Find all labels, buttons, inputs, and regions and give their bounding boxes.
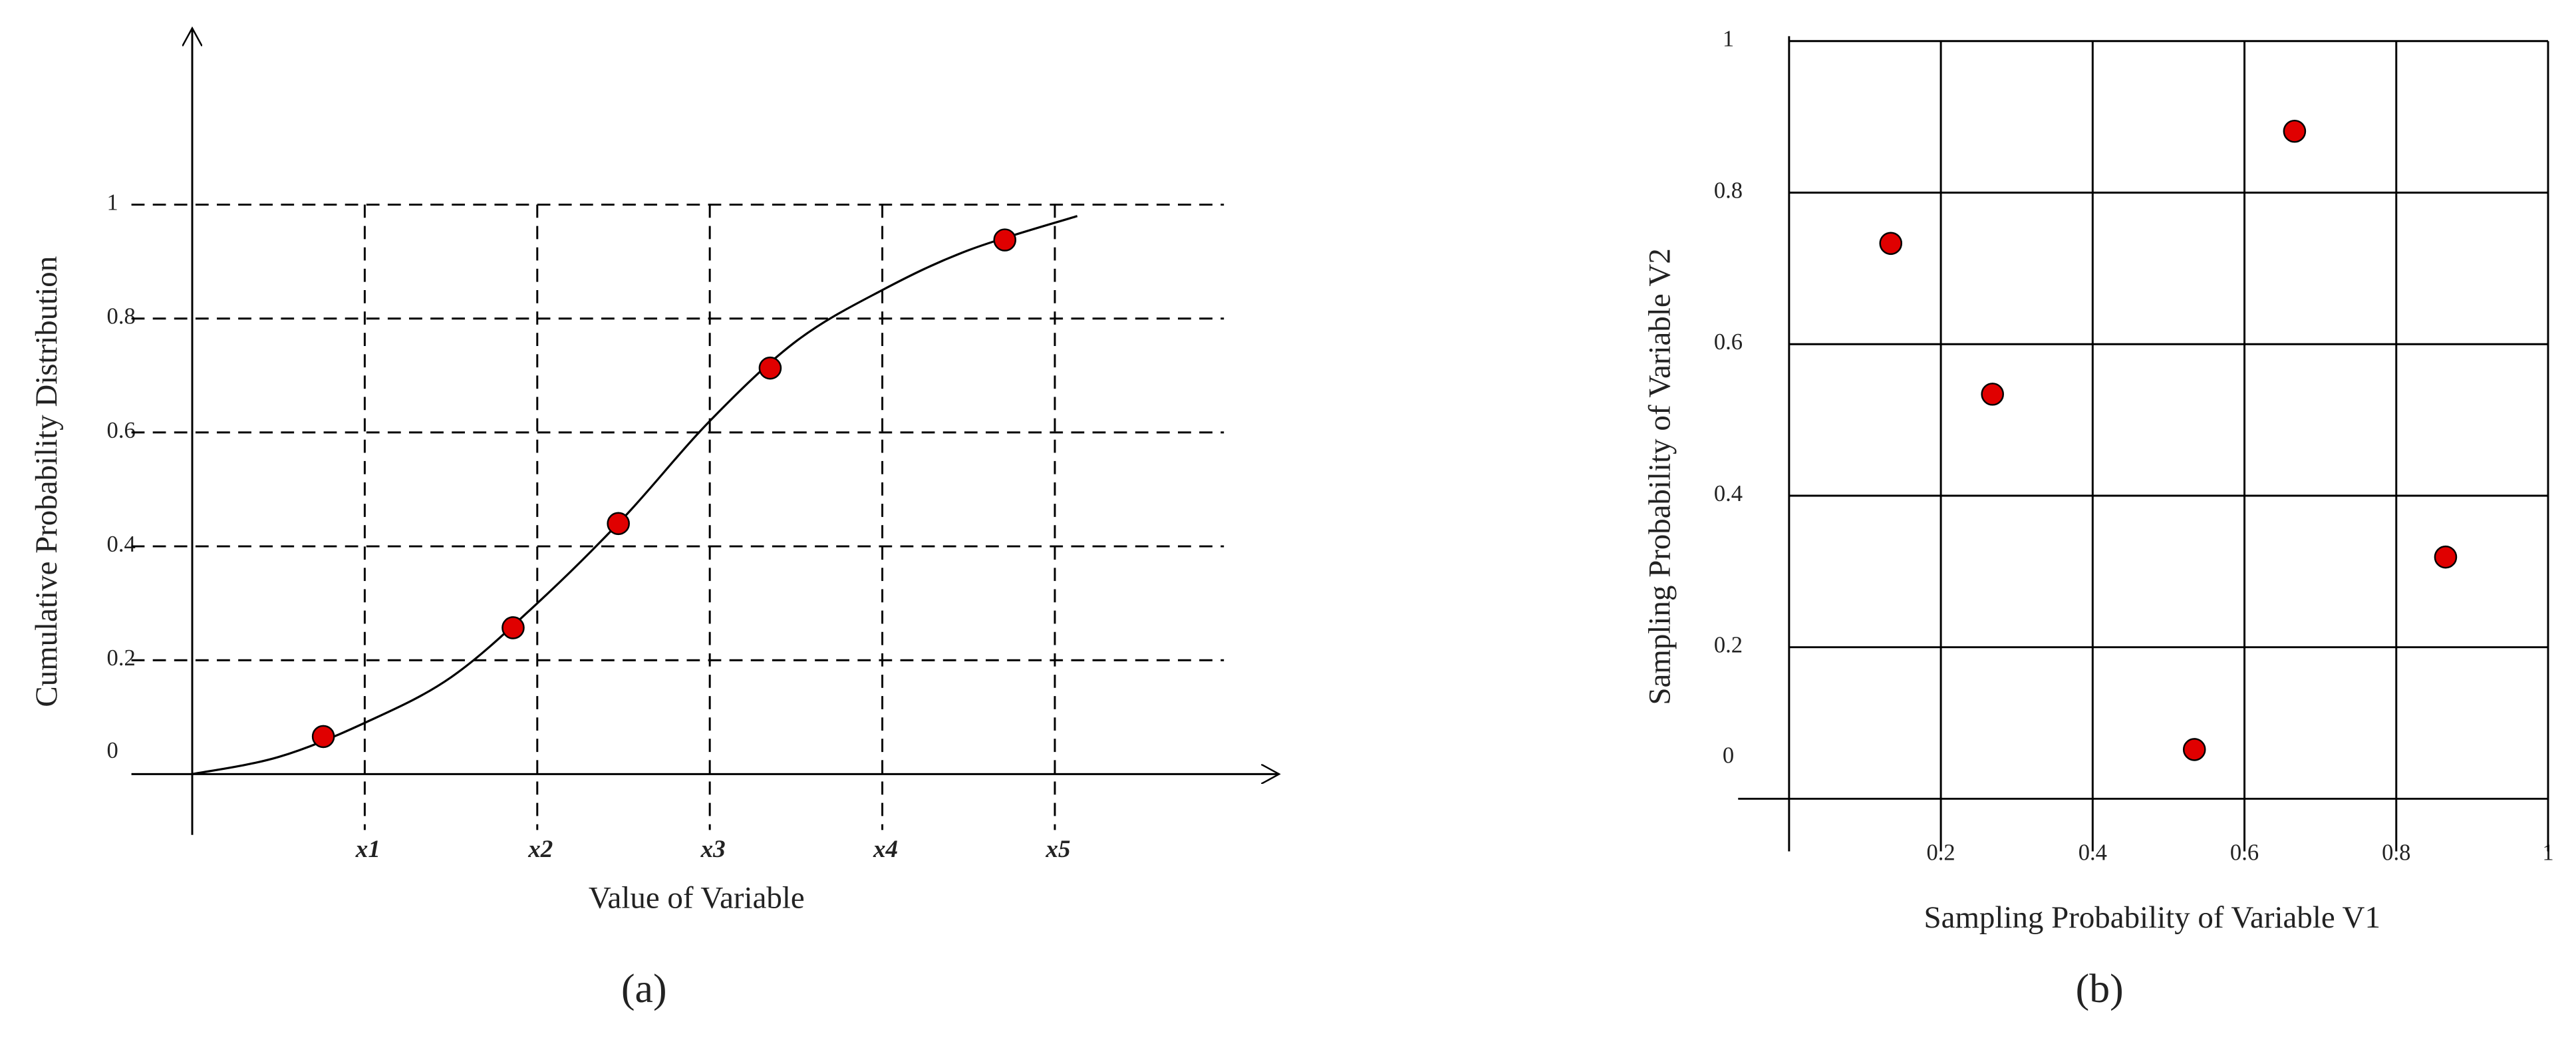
data-point	[607, 512, 630, 536]
x-axis-label: Value of Variable	[589, 880, 805, 915]
y-tick-label: 0.6	[107, 418, 136, 443]
y-axis-label: Sampling Probability of Variable V2	[1642, 248, 1677, 705]
caption: (b)	[2076, 966, 2124, 1011]
y-tick-label: 1	[1723, 27, 1734, 52]
data-point	[2182, 738, 2206, 761]
y-tick-label: 0.2	[107, 645, 136, 671]
data-point	[993, 228, 1017, 252]
caption: (a)	[621, 966, 667, 1011]
x-tick-label: x5	[1045, 836, 1070, 863]
curve	[192, 215, 1078, 775]
data-point	[501, 616, 525, 639]
data-point	[758, 356, 782, 380]
y-tick-label: 0.4	[107, 532, 136, 557]
data-point	[1981, 383, 2004, 406]
y-tick-label: 0.8	[107, 304, 136, 329]
y-tick-label: 1	[107, 190, 118, 215]
data-point	[2283, 119, 2307, 143]
data-point	[1879, 232, 1903, 256]
y-tick-label: 0.4	[1714, 481, 1743, 506]
x-tick-label: 1	[2542, 840, 2553, 865]
data-point	[311, 725, 335, 749]
y-axis-label: Cumulative Probability Distribution	[29, 256, 64, 707]
x-axis-label: Sampling Probability of Variable V1	[1924, 900, 2380, 935]
data-point	[2434, 545, 2458, 569]
y-tick-label: 0	[1723, 743, 1734, 769]
y-tick-label: 0.8	[1714, 178, 1743, 203]
y-tick-label: 0	[107, 738, 118, 763]
x-tick-label: x4	[873, 836, 898, 863]
x-tick-label: x2	[527, 836, 553, 863]
x-tick-label: x3	[700, 836, 726, 863]
y-tick-label: 0.2	[1714, 633, 1743, 658]
x-tick-label: x1	[355, 836, 380, 863]
y-tick-label: 0.6	[1714, 329, 1743, 355]
